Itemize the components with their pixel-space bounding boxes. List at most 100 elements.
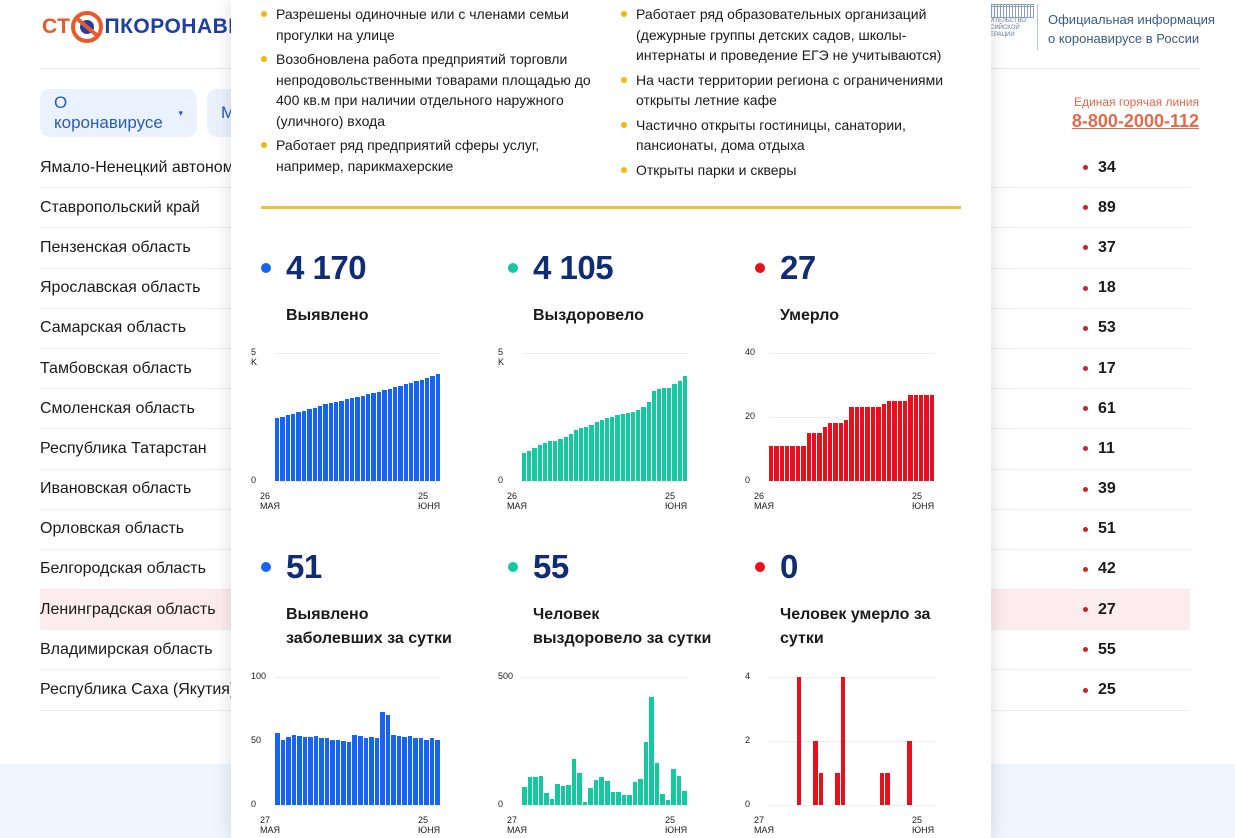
series-dot-icon	[755, 562, 765, 572]
gov-info-text[interactable]: Официальная информация о коронавирусе в …	[1048, 12, 1215, 46]
gov-info-block[interactable]: ИТЕЛЬСТВО СИЙСКОЙ ЕРАЦИИ Официальная инф…	[990, 4, 1215, 50]
nav-about-coronavirus[interactable]: О коронавирусе ▾	[40, 89, 197, 137]
y-tick-label: 5 K	[498, 347, 505, 367]
region-value: 51	[1083, 520, 1116, 538]
status-dot-icon	[1083, 325, 1088, 331]
y-tick-label: 0	[251, 799, 257, 809]
stat-value: 27	[780, 249, 816, 286]
status-dot-icon	[1083, 647, 1088, 653]
series-dot-icon	[508, 562, 518, 572]
caret-down-icon: ▾	[178, 107, 183, 118]
region-name: Самарская область	[40, 319, 187, 337]
status-dot-icon	[1083, 285, 1088, 291]
region-value: 37	[1083, 239, 1116, 257]
stat-value: 4 105	[533, 249, 614, 286]
chart-bars	[522, 677, 688, 805]
status-dot-icon	[1083, 366, 1088, 372]
status-dot-icon	[1083, 526, 1088, 532]
stat-card: 55 Человек выздоровело за сутки	[478, 547, 711, 651]
region-name: Смоленская область	[40, 399, 195, 417]
x-axis-start-label: 26 МАЯ	[260, 491, 280, 511]
restriction-item: Работает ряд предприятий сферы услуг, на…	[261, 135, 591, 176]
region-value: 42	[1083, 560, 1116, 578]
stat-card: 51 Выявлено заболевших за сутки	[231, 547, 461, 651]
chart-bars	[522, 353, 688, 481]
stat-value: 4 170	[286, 249, 367, 286]
stat-label: Умерло	[780, 307, 839, 324]
y-tick-label: 0	[251, 475, 257, 485]
region-value: 53	[1083, 319, 1116, 337]
restriction-item: Частично открыты гостиницы, санатории, п…	[621, 115, 951, 156]
region-name: Республика Саха (Якутия)	[40, 681, 236, 699]
y-tick-label: 0	[745, 475, 751, 485]
y-tick-label: 0	[498, 799, 504, 809]
stat-label: Выздоровело	[533, 307, 644, 324]
x-axis-end-label: 25 ЮНЯ	[912, 491, 935, 511]
x-axis-end-label: 25 ЮНЯ	[665, 491, 688, 511]
divider	[1037, 4, 1038, 50]
stat-card: 4 105 Выздоровело	[478, 248, 708, 352]
restriction-item: Работает ряд образовательных организаций…	[621, 4, 951, 66]
y-tick-label: 40	[745, 347, 756, 357]
stopcoronavirus-logo[interactable]: СТ ПКОРОНАВИ	[42, 10, 244, 44]
y-tick-label: 4	[745, 671, 751, 681]
restriction-item: Возобновлена работа предприятий торговли…	[261, 49, 591, 131]
restrictions-list-left: Разрешены одиночные или с членами семьи …	[261, 4, 591, 180]
region-value: 17	[1083, 360, 1116, 378]
region-name: Ярославская область	[40, 279, 201, 297]
region-name: Ставропольский край	[40, 198, 200, 216]
region-name: Тамбовская область	[40, 359, 192, 377]
x-axis-start-label: 27 МАЯ	[260, 815, 280, 835]
stat-value: 55	[533, 548, 569, 585]
status-dot-icon	[1083, 566, 1088, 572]
divider	[261, 206, 961, 209]
series-dot-icon	[261, 263, 271, 273]
hotline-phone-link[interactable]: 8-800-2000-112	[1071, 111, 1199, 131]
region-name: Орловская область	[40, 520, 185, 538]
status-dot-icon	[1083, 406, 1088, 412]
status-dot-icon	[1083, 486, 1088, 492]
virus-stop-icon	[71, 11, 104, 43]
x-axis-start-label: 26 МАЯ	[754, 491, 774, 511]
status-dot-icon	[1083, 245, 1088, 251]
x-axis-start-label: 27 МАЯ	[507, 815, 527, 835]
y-tick-label: 100	[251, 671, 267, 681]
stat-label: Человек выздоровело за сутки	[533, 606, 712, 647]
status-dot-icon	[1083, 165, 1088, 171]
stat-value: 0	[780, 548, 798, 585]
stat-label: Человек умерло за сутки	[780, 606, 931, 647]
region-name: Пензенская область	[40, 238, 191, 256]
region-value: 34	[1083, 159, 1116, 177]
stat-card: 4 170 Выявлено	[231, 248, 461, 352]
series-dot-icon	[508, 263, 518, 273]
restriction-item: Разрешены одиночные или с членами семьи …	[261, 4, 591, 45]
region-name: Ямало-Ненецкий автоном	[40, 158, 234, 176]
chart-bars	[275, 353, 441, 481]
restriction-item: Открыты парки и скверы	[621, 160, 951, 181]
region-value: 55	[1083, 641, 1116, 659]
stat-label: Выявлено заболевших за сутки	[286, 606, 452, 647]
region-value: 39	[1083, 480, 1116, 498]
hotline: Единая горячая линия 8-800-2000-112	[1071, 95, 1199, 131]
region-value: 61	[1083, 400, 1116, 418]
region-name: Ивановская область	[40, 480, 192, 498]
region-value: 25	[1083, 681, 1116, 699]
x-axis-end-label: 25 ЮНЯ	[912, 815, 935, 835]
region-value: 11	[1083, 440, 1115, 458]
region-name: Владимирская область	[40, 640, 213, 658]
restriction-item: На части территории региона с ограничени…	[621, 70, 951, 111]
x-axis-end-label: 25 ЮНЯ	[418, 491, 441, 511]
status-dot-icon	[1083, 607, 1088, 613]
y-tick-label: 20	[745, 411, 756, 421]
stat-label: Выявлено	[286, 307, 369, 324]
region-info-panel: Разрешены одиночные или с членами семьи …	[231, 0, 991, 838]
stat-value: 51	[286, 548, 322, 585]
region-value: 89	[1083, 199, 1116, 217]
status-dot-icon	[1083, 205, 1088, 211]
y-tick-label: 2	[745, 735, 751, 745]
y-tick-label: 50	[251, 735, 262, 745]
restrictions-list-right: Работает ряд образовательных организаций…	[621, 4, 951, 184]
y-tick-label: 5 K	[251, 347, 258, 367]
region-value: 27	[1083, 601, 1116, 619]
